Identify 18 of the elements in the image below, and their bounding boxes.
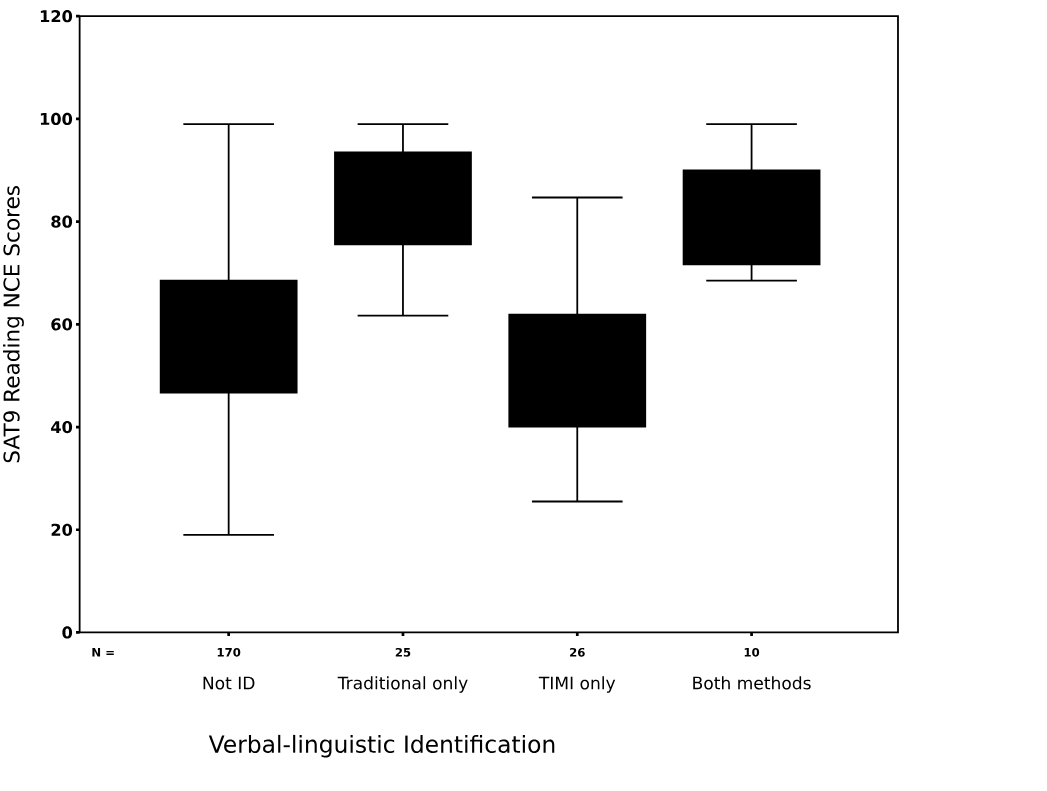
text: 10 [744,647,760,657]
y-tick-label: 40 [51,420,73,434]
x-tick-label: Not ID [203,676,255,690]
y-tick-label: 20 [51,523,73,536]
text: 170 [217,647,241,657]
y-tick-label: 100 [40,112,73,125]
x-tick-label: TIMI only [538,676,616,693]
text: 25 [395,647,411,657]
y-tick-label: 60 [51,318,73,331]
text: N = [92,647,114,657]
x-tick-label: Traditional only [337,676,468,693]
y-tick-label: 0 [62,626,73,639]
x-axis-title: Verbal-linguistic Identification [208,734,555,758]
y-axis-title: SAT9 Reading NCE Scores [3,185,24,463]
x-tick-label: Both methods [693,676,811,690]
y-tick-label: 120 [40,9,73,23]
y-tick-label: 80 [51,215,73,228]
text: 26 [570,647,585,657]
